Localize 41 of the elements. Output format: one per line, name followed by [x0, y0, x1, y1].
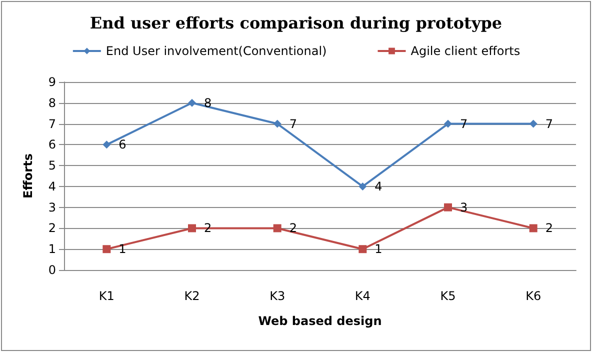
- point: [358, 245, 367, 254]
- data-label: 2: [545, 221, 553, 236]
- x-axis-title: Web based design: [258, 314, 382, 328]
- y-tick-label: 2: [48, 221, 56, 236]
- y-tick-label: 5: [48, 158, 56, 173]
- y-tick-label: 8: [48, 96, 56, 110]
- x-tick-label: K4: [354, 289, 370, 303]
- y-tick-label: 0: [48, 263, 56, 277]
- legend-label: Agile client efforts: [410, 44, 520, 58]
- point: [102, 245, 111, 254]
- y-tick-label: 6: [48, 138, 56, 152]
- point: [444, 120, 452, 128]
- y-tick-label: 9: [48, 75, 56, 89]
- data-label: 1: [374, 242, 382, 256]
- point: [188, 224, 196, 232]
- data-label: 7: [289, 116, 297, 131]
- y-tick-label: 1: [48, 242, 56, 256]
- chart-title: End user efforts comparison during prototype: [90, 14, 502, 32]
- data-label: 7: [545, 116, 553, 131]
- y-tick-label: 3: [48, 200, 56, 214]
- point: [529, 120, 538, 128]
- x-tick-label: K3: [270, 289, 286, 303]
- point: [102, 140, 111, 149]
- y-tick-label: 7: [48, 116, 56, 131]
- legend-label: End User involvement(Conventional): [106, 44, 327, 58]
- point: [273, 224, 282, 232]
- point: [358, 182, 367, 190]
- point: [444, 203, 452, 212]
- y-tick-label: 4: [48, 179, 56, 194]
- data-label: 1: [118, 242, 126, 256]
- data-label: 2: [289, 221, 297, 236]
- x-tick-label: K1: [98, 289, 114, 303]
- x-tick-label: K2: [184, 289, 200, 303]
- point: [188, 98, 196, 107]
- data-label: 6: [118, 138, 126, 152]
- point: [273, 120, 282, 128]
- data-label: 4: [374, 179, 382, 194]
- point: [529, 224, 538, 232]
- y-axis-title: Efforts: [21, 154, 35, 198]
- x-tick-label: K6: [526, 289, 542, 303]
- x-tick-label: K5: [440, 289, 456, 303]
